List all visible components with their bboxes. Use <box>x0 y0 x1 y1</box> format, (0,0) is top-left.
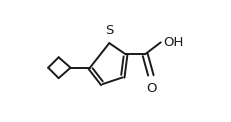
Text: OH: OH <box>163 36 183 49</box>
Text: S: S <box>105 24 113 37</box>
Text: O: O <box>145 82 156 95</box>
